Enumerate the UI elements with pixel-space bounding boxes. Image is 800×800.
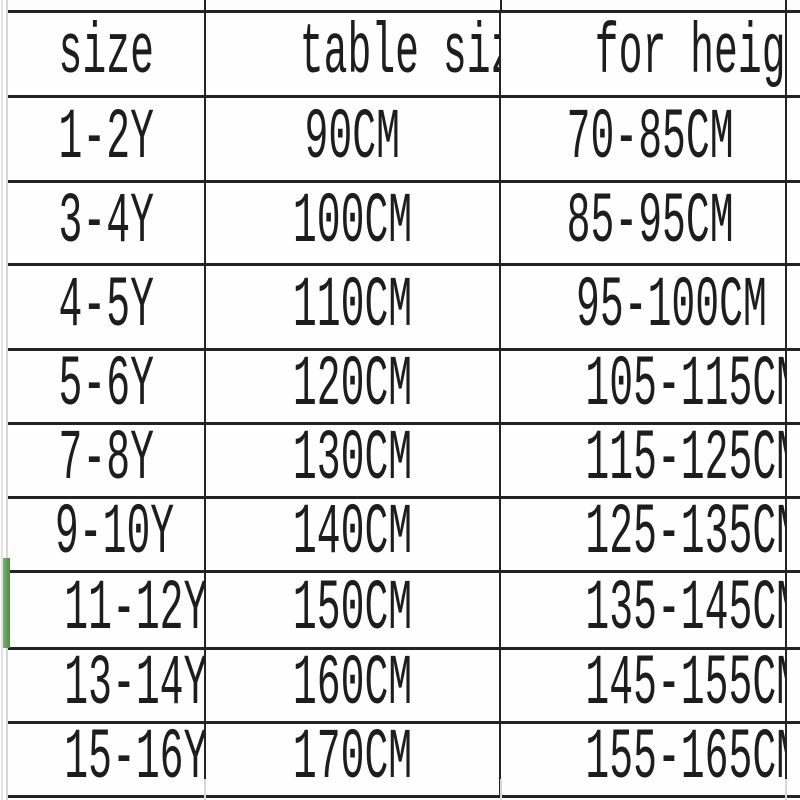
column-header-size[interactable]: size bbox=[8, 10, 206, 98]
table-cell-text: 155-165CM bbox=[585, 722, 786, 797]
table-cell-text: 105-115CM bbox=[585, 349, 786, 424]
table-cell[interactable]: 130CM bbox=[204, 422, 501, 499]
table-cell-text: 15-16Y bbox=[64, 722, 205, 797]
column-gridline-stub-bottom-1 bbox=[204, 779, 206, 800]
column-header-size-label: size bbox=[58, 13, 154, 94]
size-chart-table: size table size for height 1-2Y 90CM 70-85… bbox=[8, 10, 800, 798]
table-cell[interactable]: 85-95CM bbox=[499, 180, 787, 266]
table-cell-text: 125-135CM bbox=[585, 497, 786, 572]
table-cell[interactable]: 70-85CM bbox=[499, 95, 787, 183]
table-row: 7-8Y 130CM 115-125CM bbox=[8, 422, 800, 499]
table-row: 3-4Y 100CM 85-95CM bbox=[8, 180, 800, 266]
table-cell[interactable]: 15-16Y bbox=[8, 721, 206, 798]
column-border-stub-top-1 bbox=[204, 0, 206, 11]
table-cell-text: 95-100CM bbox=[575, 266, 767, 347]
table-row: 4-5Y 110CM 95-100CM bbox=[8, 263, 800, 351]
sliver-cell bbox=[785, 180, 800, 266]
sheet-left-edge-gridline bbox=[1, 0, 3, 800]
table-cell-text: 140CM bbox=[292, 497, 413, 572]
table-cell[interactable]: 160CM bbox=[204, 647, 501, 724]
sliver-cell bbox=[785, 496, 800, 573]
selection-border-green bbox=[3, 558, 10, 648]
table-cell[interactable]: 90CM bbox=[204, 95, 501, 183]
sliver-cell bbox=[785, 263, 800, 351]
table-cell-text: 4-5Y bbox=[58, 266, 154, 347]
table-cell[interactable]: 100CM bbox=[204, 180, 501, 266]
table-row: 9-10Y 140CM 125-135CM bbox=[8, 496, 800, 573]
table-cell-text: 1-2Y bbox=[58, 98, 154, 179]
sliver-cell bbox=[785, 10, 800, 98]
table-cell-text: 115-125CM bbox=[585, 423, 786, 498]
header-row: size table size for height bbox=[8, 10, 800, 98]
column-border-stub-top-3 bbox=[785, 0, 787, 11]
table-row: 15-16Y 170CM 155-165CM bbox=[8, 721, 800, 798]
column-header-for-height[interactable]: for height bbox=[499, 10, 787, 98]
table-cell[interactable]: 3-4Y bbox=[8, 180, 206, 266]
table-cell[interactable]: 105-115CM bbox=[499, 348, 787, 425]
table-cell[interactable]: 155-165CM bbox=[499, 721, 787, 798]
table-cell-text: 170CM bbox=[292, 722, 413, 797]
table-row: 1-2Y 90CM 70-85CM bbox=[8, 95, 800, 183]
sliver-cell bbox=[785, 95, 800, 183]
table-cell-text: 3-4Y bbox=[58, 182, 154, 263]
column-gridline-stub-bottom-3 bbox=[785, 779, 787, 800]
table-cell-text: 160CM bbox=[292, 648, 413, 723]
table-cell-text: 135-145CM bbox=[585, 571, 786, 649]
table-cell-text: 70-85CM bbox=[566, 98, 734, 179]
table-cell[interactable]: 13-14Y bbox=[8, 647, 206, 724]
column-gridline-stub-bottom-2 bbox=[500, 779, 502, 800]
sliver-cell bbox=[785, 348, 800, 425]
table-cell-text: 145-155CM bbox=[585, 648, 786, 723]
table-cell-text: 13-14Y bbox=[64, 648, 205, 723]
table-cell[interactable]: 140CM bbox=[204, 496, 501, 573]
table-body: 1-2Y 90CM 70-85CM 3-4Y 100CM 85-95CM 4-5Y 110CM… bbox=[8, 95, 800, 798]
table-cell[interactable]: 135-145CM bbox=[499, 570, 787, 650]
table-cell-text: 150CM bbox=[292, 571, 413, 649]
sliver-cell bbox=[785, 647, 800, 724]
column-header-table-size-label: table size bbox=[299, 13, 498, 94]
table-cell-text: 130CM bbox=[292, 423, 413, 498]
sliver-cell bbox=[785, 721, 800, 798]
table-cell[interactable]: 11-12Y bbox=[8, 570, 206, 650]
table-cell[interactable]: 95-100CM bbox=[499, 263, 787, 351]
table-cell[interactable]: 1-2Y bbox=[8, 95, 206, 183]
column-border-stub-top-2 bbox=[500, 0, 502, 11]
table-cell-text: 11-12Y bbox=[64, 571, 205, 649]
sliver-cell bbox=[785, 422, 800, 499]
table-cell[interactable]: 5-6Y bbox=[8, 348, 206, 425]
table-cell[interactable]: 150CM bbox=[204, 570, 501, 650]
table-cell[interactable]: 9-10Y bbox=[8, 496, 206, 573]
table-cell-text: 5-6Y bbox=[58, 349, 154, 424]
table-cell-text: 120CM bbox=[292, 349, 413, 424]
table-row: 11-12Y 150CM 135-145CM bbox=[8, 570, 800, 650]
table-cell-text: 9-10Y bbox=[54, 497, 175, 572]
table-cell[interactable]: 120CM bbox=[204, 348, 501, 425]
table-cell[interactable]: 7-8Y bbox=[8, 422, 206, 499]
table-cell[interactable]: 170CM bbox=[204, 721, 501, 798]
table-cell-text: 100CM bbox=[292, 182, 413, 263]
table-cell-text: 110CM bbox=[292, 266, 413, 347]
sheet-gridline-left bbox=[6, 0, 8, 800]
table-cell[interactable]: 110CM bbox=[204, 263, 501, 351]
column-header-for-height-label: for height bbox=[594, 13, 786, 94]
table-cell[interactable]: 125-135CM bbox=[499, 496, 787, 573]
column-header-table-size[interactable]: table size bbox=[204, 10, 501, 98]
table-row: 5-6Y 120CM 105-115CM bbox=[8, 348, 800, 425]
table-cell-text: 7-8Y bbox=[58, 423, 154, 498]
table-cell[interactable]: 4-5Y bbox=[8, 263, 206, 351]
table-row: 13-14Y 160CM 145-155CM bbox=[8, 647, 800, 724]
sliver-cell bbox=[785, 570, 800, 650]
table-cell[interactable]: 145-155CM bbox=[499, 647, 787, 724]
table-cell[interactable]: 115-125CM bbox=[499, 422, 787, 499]
table-cell-text: 85-95CM bbox=[566, 182, 734, 263]
table-cell-text: 90CM bbox=[304, 98, 401, 179]
